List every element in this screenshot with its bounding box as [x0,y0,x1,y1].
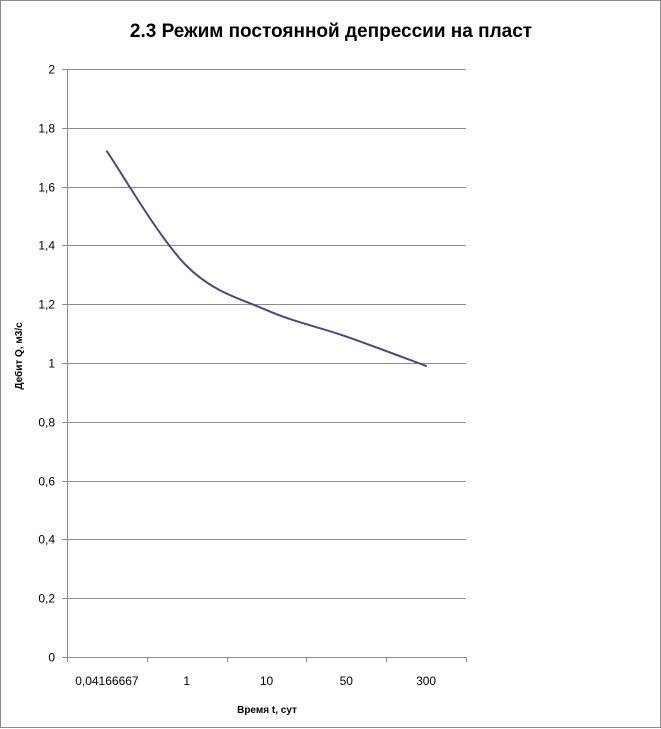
y-tick-label: 1,4 [38,239,55,253]
x-tick-label: 1 [183,674,190,688]
y-tick-label: 0 [48,651,55,665]
y-tick-label: 0,6 [38,475,55,489]
chart-title: 2.3 Режим постоянной депрессии на пласт [130,21,532,42]
y-axis-ticks: 0 0,2 0,4 0,6 0,8 1 1,2 1,4 1,6 1,8 2 [38,63,67,665]
y-tick-label: 1 [48,357,55,371]
x-axis-ticks: 0,04166667 1 10 50 300 [67,657,467,688]
y-tick-label: 1,2 [38,298,55,312]
y-tick-label: 0,4 [38,533,55,547]
x-tick-label: 10 [260,674,274,688]
y-tick-label: 1,6 [38,181,55,195]
y-tick-label: 1,8 [38,122,55,136]
x-tick-label: 0,04166667 [75,674,139,688]
series-line [105,150,428,367]
y-tick-label: 0,8 [38,416,55,430]
x-tick-label: 300 [416,674,436,688]
x-axis-label: Время t, сут [237,705,297,716]
series-layer [105,150,428,367]
gridlines [67,69,466,599]
x-tick-label: 50 [340,674,354,688]
y-tick-label: 0,2 [38,592,55,606]
y-axis-label: Дебит Q, м3/с [13,322,25,390]
y-tick-label: 2 [48,63,55,77]
axes [62,69,466,662]
